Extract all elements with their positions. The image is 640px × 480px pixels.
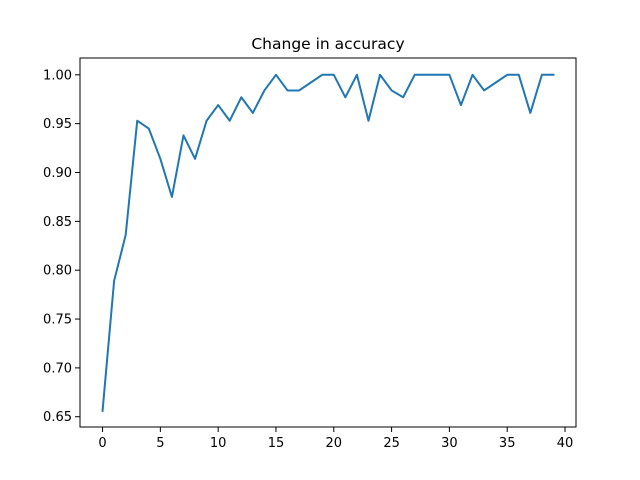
y-tick-label: 0.70: [43, 361, 72, 376]
y-tick-label: 0.80: [43, 264, 72, 279]
accuracy-series-line: [101, 73, 555, 412]
x-tick-label: 25: [383, 436, 400, 451]
x-tick-label: 10: [210, 436, 227, 451]
y-tick-label: 0.65: [43, 410, 72, 425]
x-tick-label: 30: [441, 436, 458, 451]
y-tick-label: 0.85: [43, 215, 72, 230]
y-tick-label: 0.75: [43, 313, 72, 328]
y-tick-label: 1.00: [43, 68, 72, 83]
y-tick-label: 0.90: [43, 166, 72, 181]
x-tick-label: 35: [499, 436, 516, 451]
x-tick-label: 20: [326, 436, 343, 451]
x-tick-label: 0: [98, 436, 106, 451]
axes-frame: [79, 57, 577, 428]
x-tick-label: 5: [156, 436, 164, 451]
x-tick-label: 40: [557, 436, 574, 451]
chart-title: Change in accuracy: [251, 35, 404, 53]
x-tick-label: 15: [268, 436, 285, 451]
plot-area: 0 5 10 15 20 25 30 35 40 0.65 0.70 0.75 0.80 0.85 0.90…: [43, 57, 577, 451]
y-tick-label: 0.95: [43, 117, 72, 132]
